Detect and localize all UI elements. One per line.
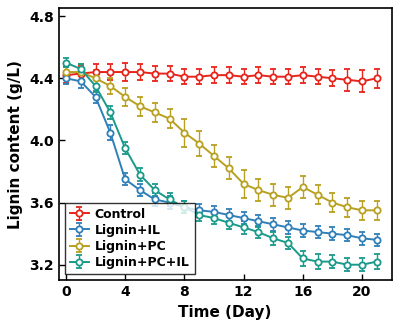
Y-axis label: Lignin content (g/L): Lignin content (g/L) — [8, 60, 23, 229]
X-axis label: Time (Day): Time (Day) — [178, 305, 272, 320]
Legend: Control, Lignin+IL, Lignin+PC, Lignin+PC+IL: Control, Lignin+IL, Lignin+PC, Lignin+PC… — [65, 203, 195, 274]
